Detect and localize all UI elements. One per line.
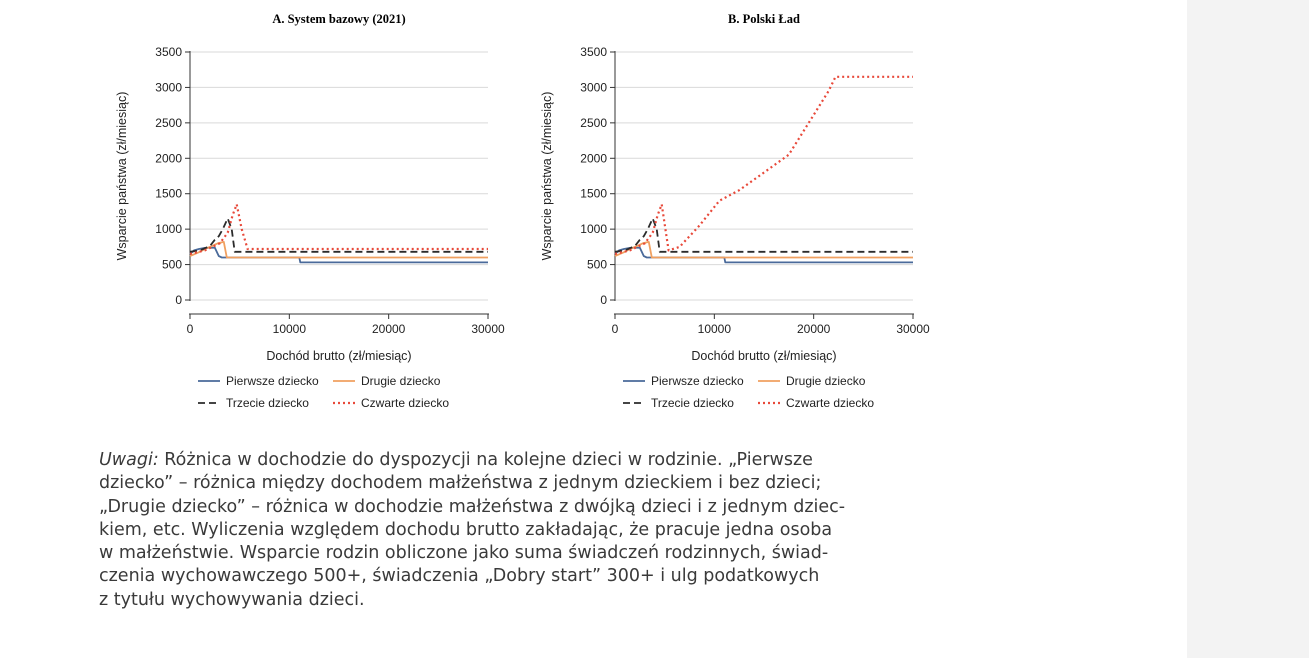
y-tick-label: 1500: [155, 187, 182, 201]
series-line-first: [614, 246, 913, 264]
notes-text: Różnica w dochodzie do dyspozycji na kol…: [99, 450, 846, 610]
notes-lead: Uwagi:: [99, 450, 159, 470]
legend-label-first: Pierwsze dziecko: [226, 374, 319, 388]
y-tick-label: 1000: [155, 222, 182, 236]
x-tick-label: 10000: [273, 322, 307, 336]
series-line-first: [189, 246, 488, 264]
legend-label-second: Drugie dziecko: [361, 374, 441, 388]
series-line-third: [189, 217, 488, 253]
chart-title: A. System bazowy (2021): [272, 12, 405, 26]
legend-label-third: Trzecie dziecko: [651, 396, 734, 410]
chart-a-svg: A. System bazowy (2021) 0 500 1000 1500 2000 2…: [115, 12, 505, 410]
chart-panel-b: B. Polski Ład 0 500 1000 1500 2000 2500 3000 350…: [525, 0, 955, 430]
series-line-fourth: [189, 203, 488, 255]
legend-label-second: Drugie dziecko: [786, 374, 866, 388]
legend-label-fourth: Czwarte dziecko: [361, 396, 449, 410]
y-tick-label: 2500: [580, 116, 607, 130]
legend-label-fourth: Czwarte dziecko: [786, 396, 874, 410]
y-tick-label: 1000: [580, 222, 607, 236]
y-tick-label: 3000: [580, 80, 607, 94]
x-tick-label: 20000: [372, 322, 406, 336]
x-axis-title: Dochód brutto (zł/miesiąc): [266, 349, 411, 363]
x-tick-label: 0: [612, 322, 619, 336]
y-tick-label: 0: [175, 293, 182, 307]
chart-panel-a: A. System bazowy (2021) 0 500 1000 1500 2000 2…: [100, 0, 530, 430]
chart-title: B. Polski Ład: [728, 12, 800, 26]
y-tick-label: 3500: [155, 45, 182, 59]
y-axis-title: Wsparcie państwa (zł/miesiąc): [115, 92, 129, 261]
chart-b-svg: B. Polski Ład 0 500 1000 1500 2000 2500 3000 350…: [540, 12, 930, 410]
y-tick-label: 0: [600, 293, 607, 307]
y-tick-label: 3000: [155, 80, 182, 94]
legend-label-first: Pierwsze dziecko: [651, 374, 744, 388]
series-line-fourth: [614, 75, 913, 255]
notes-paragraph: Uwagi: Różnica w dochodzie do dyspozycji…: [99, 449, 929, 612]
y-axis-title: Wsparcie państwa (zł/miesiąc): [540, 92, 554, 261]
x-tick-label: 30000: [471, 322, 505, 336]
legend-label-third: Trzecie dziecko: [226, 396, 309, 410]
x-tick-label: 0: [187, 322, 194, 336]
y-tick-label: 2000: [580, 151, 607, 165]
y-tick-label: 2500: [155, 116, 182, 130]
y-tick-label: 500: [162, 258, 182, 272]
y-tick-label: 1500: [580, 187, 607, 201]
y-tick-label: 2000: [155, 151, 182, 165]
y-tick-label: 3500: [580, 45, 607, 59]
x-tick-label: 30000: [896, 322, 930, 336]
x-tick-label: 20000: [797, 322, 831, 336]
side-margin-band: [1187, 0, 1309, 658]
x-tick-label: 10000: [698, 322, 732, 336]
series-line-third: [614, 217, 913, 253]
y-tick-label: 500: [587, 258, 607, 272]
series-line-second: [614, 240, 913, 259]
x-axis-title: Dochód brutto (zł/miesiąc): [691, 349, 836, 363]
